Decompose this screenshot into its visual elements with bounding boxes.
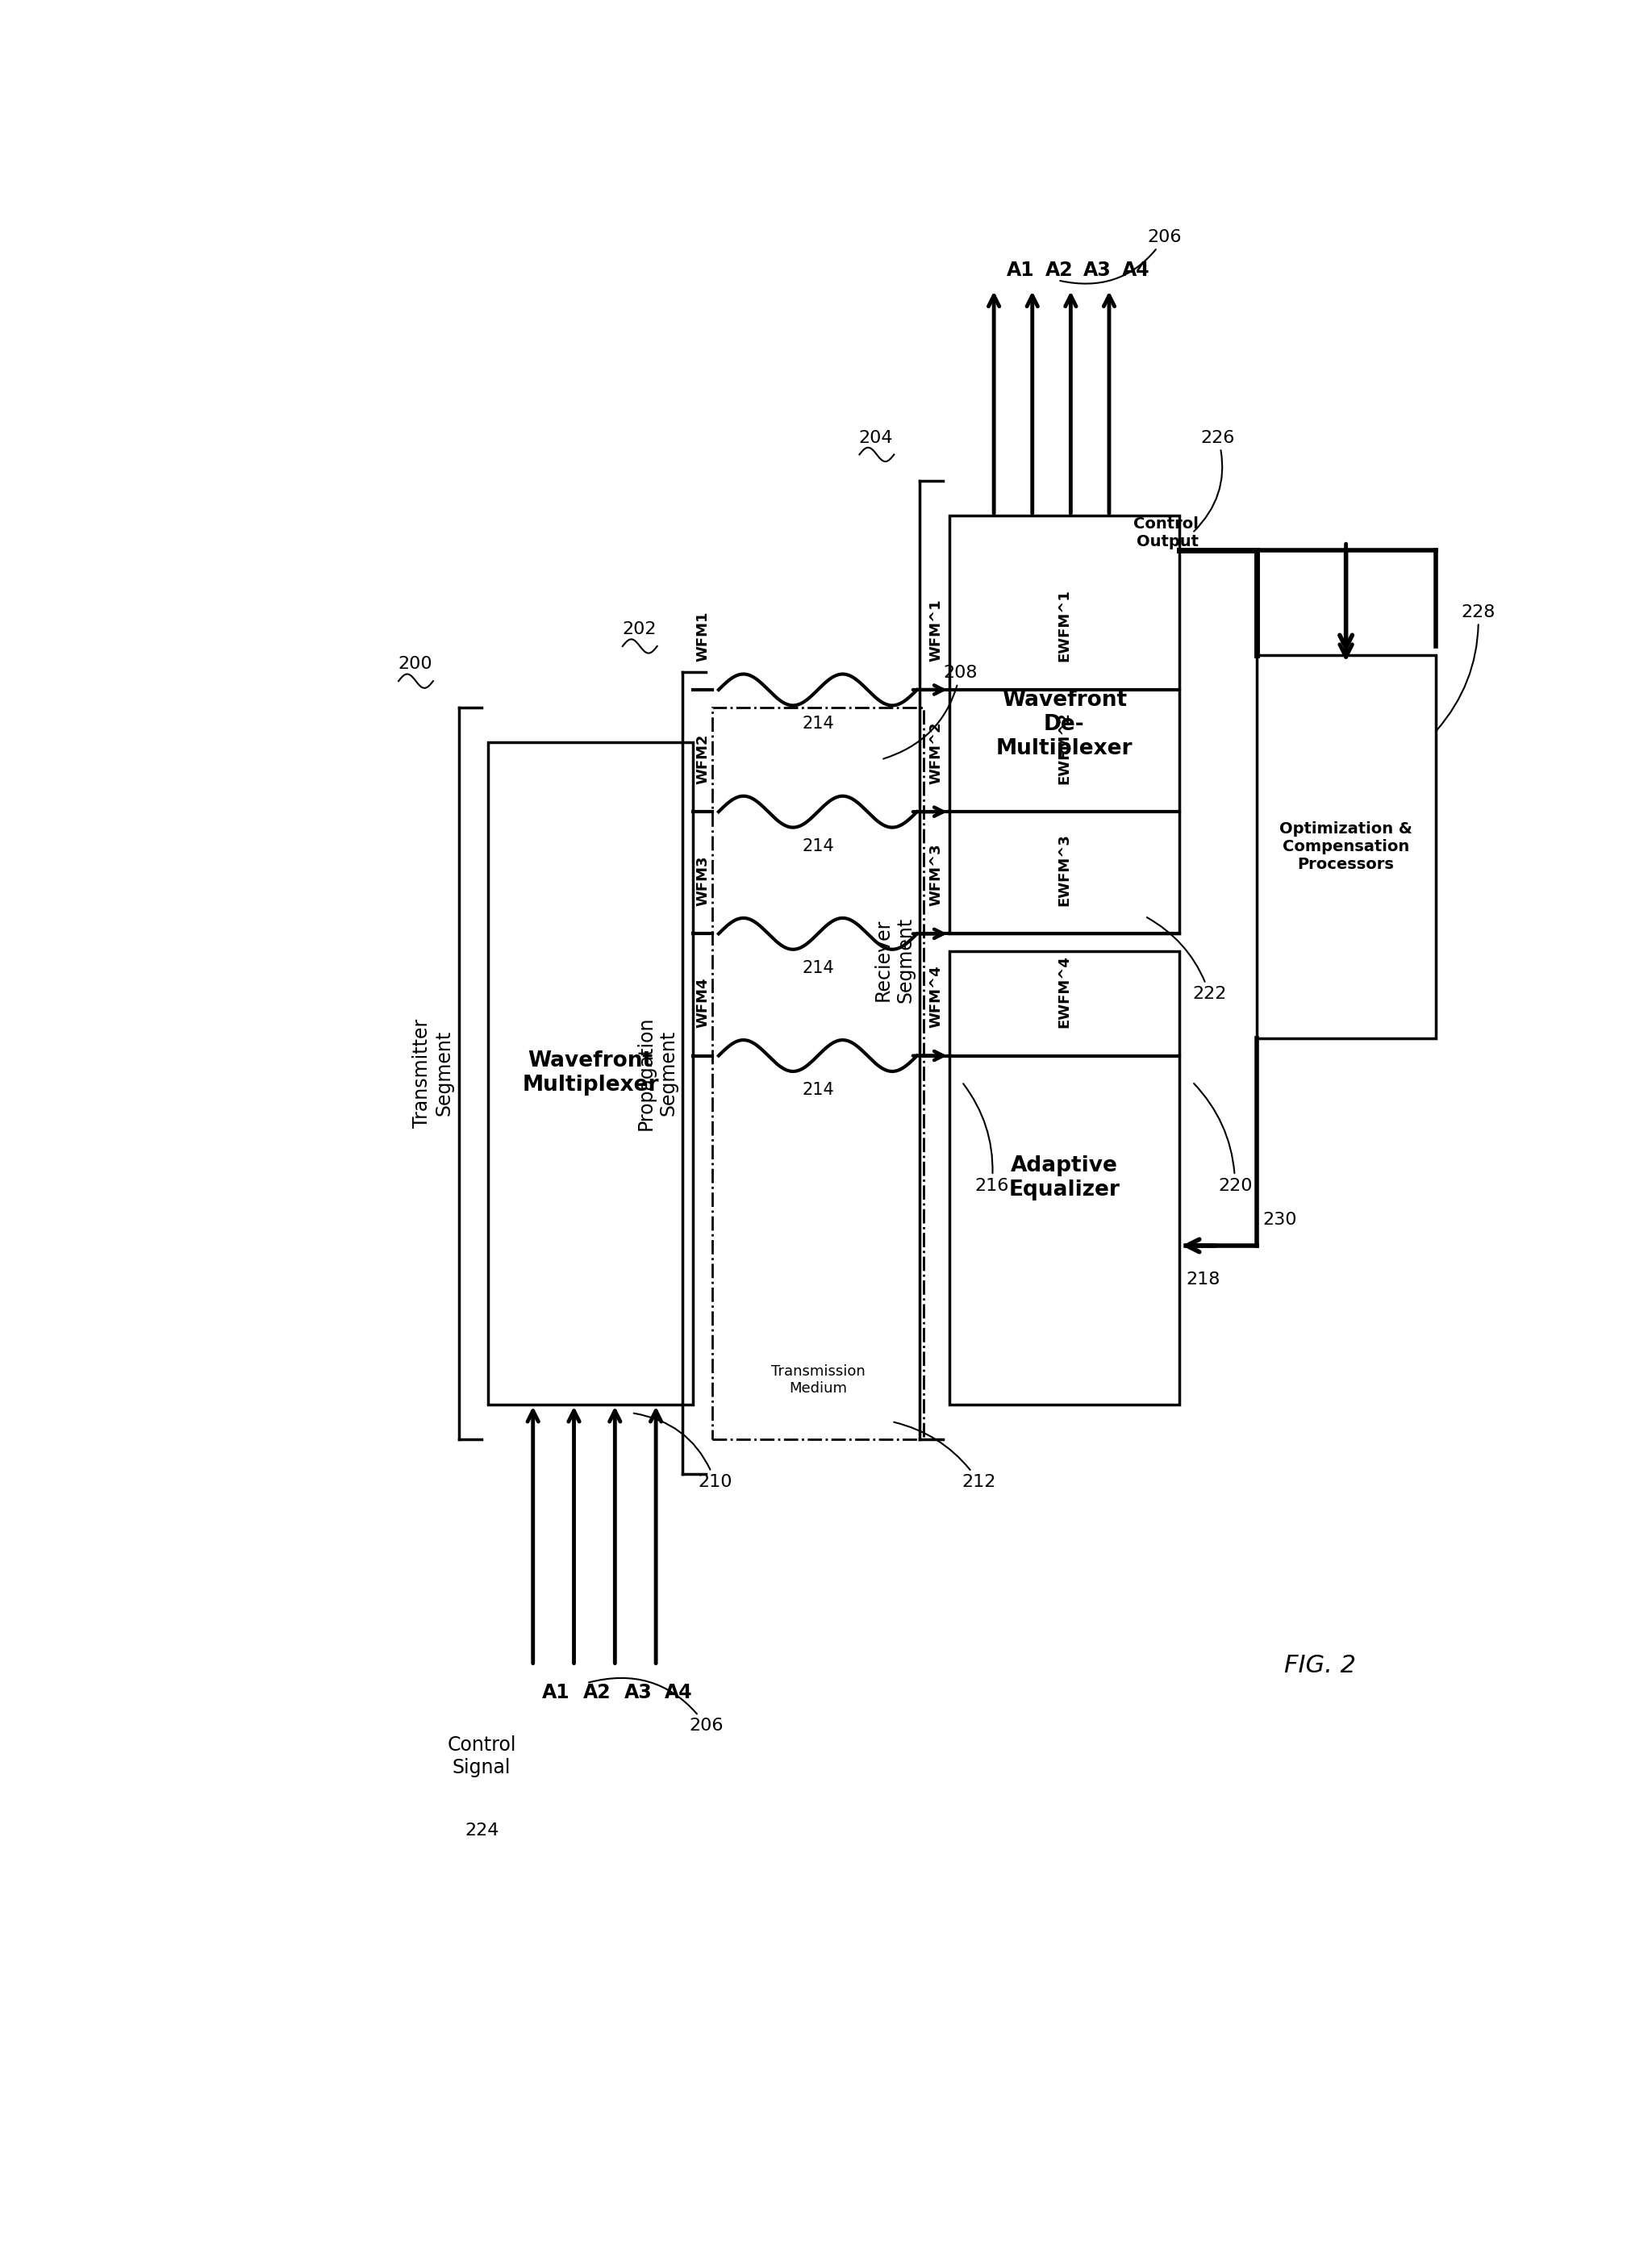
Text: EWFM^1: EWFM^1: [1057, 588, 1072, 661]
Text: WFM^1: WFM^1: [928, 600, 943, 661]
Text: 204: 204: [859, 430, 894, 446]
Text: 208: 208: [884, 665, 978, 758]
Text: Propagation
Segment: Propagation Segment: [636, 1016, 677, 1129]
Text: Control
Signal: Control Signal: [448, 1736, 515, 1776]
Text: Wavefront
De-
Multiplexer: Wavefront De- Multiplexer: [996, 690, 1133, 760]
Text: A3: A3: [1084, 260, 1112, 281]
Text: WFM^4: WFM^4: [928, 966, 943, 1027]
Text: WFM3: WFM3: [695, 855, 710, 905]
Text: WFM2: WFM2: [695, 733, 710, 783]
Text: 214: 214: [801, 960, 834, 975]
Text: 214: 214: [801, 837, 834, 853]
Text: 206: 206: [588, 1679, 724, 1733]
Text: Transmission
Medium: Transmission Medium: [771, 1365, 866, 1396]
Text: A4: A4: [664, 1684, 692, 1702]
Bar: [948, 950, 1180, 1403]
Text: FIG. 2: FIG. 2: [1285, 1654, 1356, 1677]
Text: 202: 202: [623, 622, 656, 638]
Text: EWFM^4: EWFM^4: [1057, 955, 1072, 1027]
Text: 222: 222: [1146, 917, 1226, 1003]
Text: Control
Output: Control Output: [1133, 516, 1199, 550]
Text: Transmitter
Segment: Transmitter Segment: [413, 1018, 454, 1127]
Text: 224: 224: [464, 1822, 499, 1838]
Bar: [712, 706, 923, 1439]
Bar: [1256, 654, 1436, 1039]
Text: Wavefront
Multiplexer: Wavefront Multiplexer: [522, 1050, 659, 1095]
Text: WFM^3: WFM^3: [928, 844, 943, 905]
Bar: [489, 742, 694, 1403]
Text: 200: 200: [398, 656, 433, 672]
Text: 214: 214: [801, 715, 834, 731]
Text: A1: A1: [1006, 260, 1034, 281]
Text: A1: A1: [542, 1684, 570, 1702]
Text: A2: A2: [1046, 260, 1074, 281]
Text: Adaptive
Equalizer: Adaptive Equalizer: [1009, 1154, 1120, 1199]
Text: EWFM^2: EWFM^2: [1057, 711, 1072, 783]
Text: WFM^2: WFM^2: [928, 722, 943, 783]
Text: 216: 216: [963, 1084, 1009, 1195]
Text: WFM1: WFM1: [695, 611, 710, 661]
Text: A2: A2: [583, 1684, 611, 1702]
Text: WFM4: WFM4: [695, 978, 710, 1027]
Text: A3: A3: [624, 1684, 653, 1702]
Text: Reciever
Segment: Reciever Segment: [874, 917, 915, 1003]
Text: 210: 210: [634, 1414, 732, 1489]
Text: Optimization &
Compensation
Processors: Optimization & Compensation Processors: [1279, 821, 1412, 871]
Text: 228: 228: [1437, 604, 1495, 731]
Text: 206: 206: [1061, 229, 1181, 283]
Text: EWFM^3: EWFM^3: [1057, 833, 1072, 905]
Text: 218: 218: [1186, 1272, 1221, 1288]
Text: A4: A4: [1122, 260, 1150, 281]
Bar: [948, 516, 1180, 935]
Text: 214: 214: [801, 1082, 834, 1098]
Text: 230: 230: [1262, 1213, 1297, 1229]
Text: 226: 226: [1194, 430, 1236, 532]
Text: 220: 220: [1194, 1084, 1252, 1195]
Text: 212: 212: [894, 1421, 996, 1489]
